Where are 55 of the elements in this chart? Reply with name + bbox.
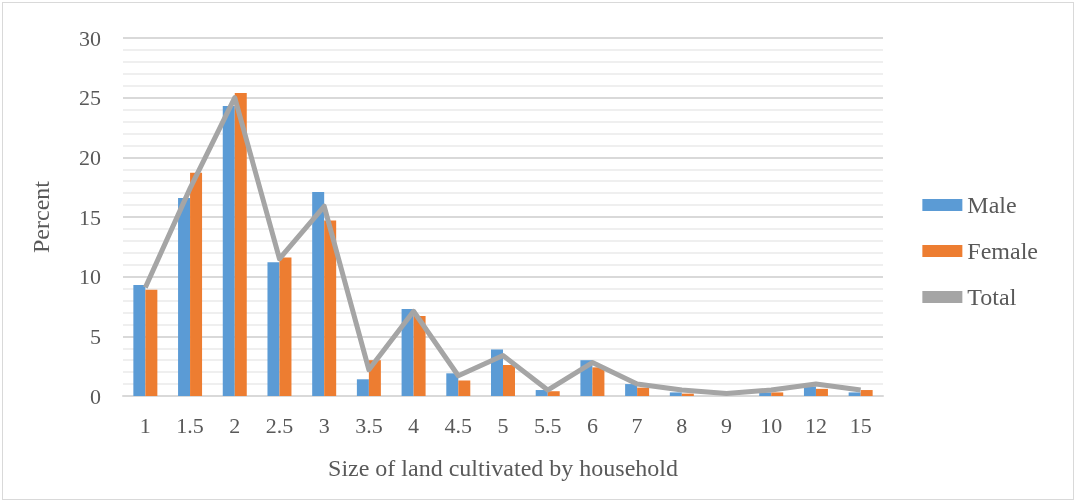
- y-axis-title: Percent: [28, 180, 54, 253]
- legend-label: Female: [967, 238, 1038, 264]
- bar: [547, 391, 560, 396]
- legend-label: Male: [967, 192, 1017, 218]
- y-tick-label: 10: [79, 264, 101, 290]
- x-tick-label: 12: [804, 412, 827, 438]
- bar: [401, 308, 414, 396]
- x-tick-label: 1.5: [176, 412, 204, 438]
- bar: [637, 387, 650, 396]
- bar: [190, 172, 203, 396]
- bar: [625, 384, 638, 396]
- bar: [413, 316, 426, 396]
- x-axis-title: Size of land cultivated by household: [328, 455, 678, 481]
- legend-label: Total: [967, 284, 1017, 310]
- x-tick-label: 7: [631, 412, 643, 438]
- x-tick-label: 5.5: [533, 412, 562, 438]
- bar: [356, 379, 369, 396]
- bar: [535, 390, 548, 396]
- x-tick-label: 4: [408, 412, 420, 438]
- bar: [771, 392, 784, 396]
- y-tick-label: 5: [90, 323, 101, 349]
- bar: [222, 106, 235, 396]
- x-tick-label: 2.5: [265, 412, 294, 438]
- bar: [446, 373, 459, 396]
- x-tick-label: 3.5: [355, 412, 383, 438]
- bar: [458, 380, 471, 396]
- bar: [178, 197, 191, 396]
- x-tick-label: 2: [229, 412, 241, 438]
- bar: [234, 92, 247, 396]
- bar: [815, 388, 828, 396]
- bar: [279, 257, 292, 396]
- y-tick-label: 0: [90, 383, 101, 409]
- x-tick-label: 9: [721, 412, 733, 438]
- bar: [848, 392, 861, 396]
- x-tick-label: 3: [318, 412, 330, 438]
- y-tick-label: 15: [79, 204, 101, 230]
- bar: [503, 364, 515, 396]
- x-tick-label: 4.5: [444, 412, 473, 438]
- bar: [669, 392, 682, 396]
- x-tick-label: 6: [586, 412, 598, 438]
- x-tick-label: 8: [676, 412, 688, 438]
- x-tick-label: 5: [497, 412, 509, 438]
- bar: [267, 262, 280, 396]
- y-tick-label: 20: [79, 144, 101, 170]
- bar: [312, 191, 325, 396]
- x-tick-label: 10: [760, 412, 783, 438]
- bar: [145, 289, 158, 396]
- y-tick-label: 30: [79, 25, 101, 51]
- bar: [133, 285, 146, 396]
- bar: [860, 390, 873, 396]
- bar: [592, 367, 605, 396]
- y-tick-label: 25: [79, 85, 101, 111]
- x-tick-label: 15: [849, 412, 872, 438]
- bar: [324, 220, 337, 396]
- x-tick-label: 1: [139, 412, 151, 438]
